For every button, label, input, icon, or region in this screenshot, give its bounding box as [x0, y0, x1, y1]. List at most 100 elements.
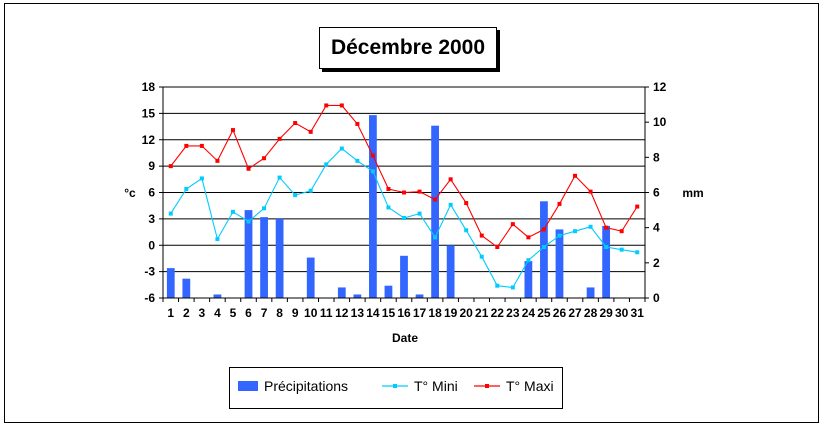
tmaxi-point — [635, 204, 640, 209]
left-tick-label: 6 — [148, 186, 155, 200]
x-tick-label: 9 — [292, 306, 299, 320]
legend-item-tmaxi: T° Maxi — [474, 378, 554, 394]
x-tick-label: 5 — [230, 306, 237, 320]
legend-swatch-bar — [238, 381, 258, 391]
right-tick-label: 0 — [653, 291, 660, 305]
x-tick-label: 12 — [335, 306, 349, 320]
tmaxi-point — [619, 229, 624, 234]
x-tick-label: 6 — [245, 306, 252, 320]
tmini-point — [541, 245, 546, 250]
tmini-point — [433, 235, 438, 240]
tmaxi-point — [448, 177, 453, 182]
tmini-point — [417, 211, 422, 216]
tmini-point — [262, 206, 267, 211]
x-tick-label: 8 — [276, 306, 283, 320]
tmini-point — [510, 285, 515, 290]
x-tick-label: 11 — [320, 306, 333, 320]
gridlines — [163, 86, 645, 299]
precipitation-bars — [166, 115, 611, 298]
tmini-point — [402, 215, 406, 220]
tmaxi-point — [479, 233, 484, 238]
left-tick-label: 12 — [142, 133, 156, 147]
tmaxi-point — [557, 201, 562, 206]
tmaxi-point — [277, 136, 282, 141]
tmaxi-point — [308, 129, 313, 134]
x-tick-label: 14 — [366, 306, 380, 320]
precipitation-bar — [182, 278, 191, 298]
tmini-point — [308, 188, 313, 193]
x-tick-label: 7 — [261, 306, 268, 320]
x-axis-label: Date — [392, 331, 418, 345]
tmini-point — [293, 193, 298, 198]
tmaxi-point — [168, 164, 173, 169]
left-axis-ticks: -6 -3 0 3 6 9 12 15 18 — [142, 80, 163, 305]
x-tick-label: 26 — [553, 306, 567, 320]
left-tick-label: 15 — [142, 106, 156, 120]
tmaxi-point — [588, 189, 593, 194]
right-tick-label: 4 — [653, 221, 660, 235]
legend-item-precipitations: Précipitations — [238, 378, 348, 394]
x-tick-label: 21 — [475, 306, 489, 320]
tmini-point — [448, 202, 453, 207]
precipitation-bar — [602, 225, 611, 298]
right-tick-label: 10 — [653, 115, 667, 129]
y-right-label: mm — [682, 186, 703, 200]
precipitation-bar — [244, 210, 253, 298]
right-tick-label: 2 — [653, 256, 660, 270]
tmini-point — [184, 186, 189, 191]
tmaxi-point — [262, 156, 267, 161]
tmaxi-point — [355, 121, 360, 126]
tmini-point — [635, 250, 640, 255]
tmini-point — [464, 228, 469, 233]
x-tick-label: 28 — [584, 306, 598, 320]
x-tick-label: 13 — [351, 306, 365, 320]
x-tick-label: 25 — [537, 306, 551, 320]
tmini-point — [324, 162, 329, 167]
tmaxi-point — [604, 225, 609, 230]
x-tick-label: 3 — [199, 306, 206, 320]
tmaxi-point — [230, 128, 235, 133]
tmini-point — [526, 258, 531, 263]
x-tick-label: 18 — [428, 306, 442, 320]
tmini-point — [604, 245, 609, 250]
x-tick-label: 4 — [214, 306, 221, 320]
legend-label-tmini: T° Mini — [414, 378, 458, 394]
right-tick-label: 6 — [653, 186, 660, 200]
tmaxi-point — [573, 173, 578, 178]
left-tick-label: -3 — [144, 265, 155, 279]
legend-swatch-tmaxi — [474, 384, 500, 388]
x-tick-label: 24 — [522, 306, 536, 320]
chart-title: Décembre 2000 — [319, 27, 497, 69]
x-tick-label: 17 — [413, 306, 427, 320]
tmaxi-point — [510, 222, 515, 227]
tmini-point — [199, 176, 204, 181]
tmaxi-point — [246, 166, 251, 171]
tmaxi-point — [541, 227, 546, 232]
tmaxi-point — [386, 186, 391, 191]
left-tick-label: -6 — [144, 291, 155, 305]
x-tick-label: 19 — [444, 306, 458, 320]
precipitation-bar — [555, 229, 564, 298]
tmini-point — [215, 237, 220, 242]
tmaxi-point — [339, 103, 344, 108]
precipitation-bar — [260, 217, 268, 298]
tmini-point — [230, 209, 235, 214]
tmini-point — [386, 205, 391, 210]
precipitation-bar — [369, 115, 377, 298]
tmini-point — [246, 219, 251, 224]
precipitation-bar — [446, 245, 455, 298]
left-tick-label: 18 — [142, 80, 156, 94]
tmaxi-point — [433, 197, 438, 202]
tmaxi-point — [526, 235, 531, 240]
tmini-point — [557, 233, 562, 238]
precipitation-bar — [166, 268, 175, 298]
right-tick-label: 12 — [653, 80, 667, 94]
precipitation-bar — [353, 294, 362, 298]
tmaxi-point — [417, 189, 422, 194]
precipitation-bar — [540, 201, 548, 298]
tmaxi-point — [464, 201, 469, 206]
precipitation-bar — [213, 294, 222, 298]
tmaxi-point — [495, 245, 500, 250]
tmaxi-point — [293, 121, 298, 126]
